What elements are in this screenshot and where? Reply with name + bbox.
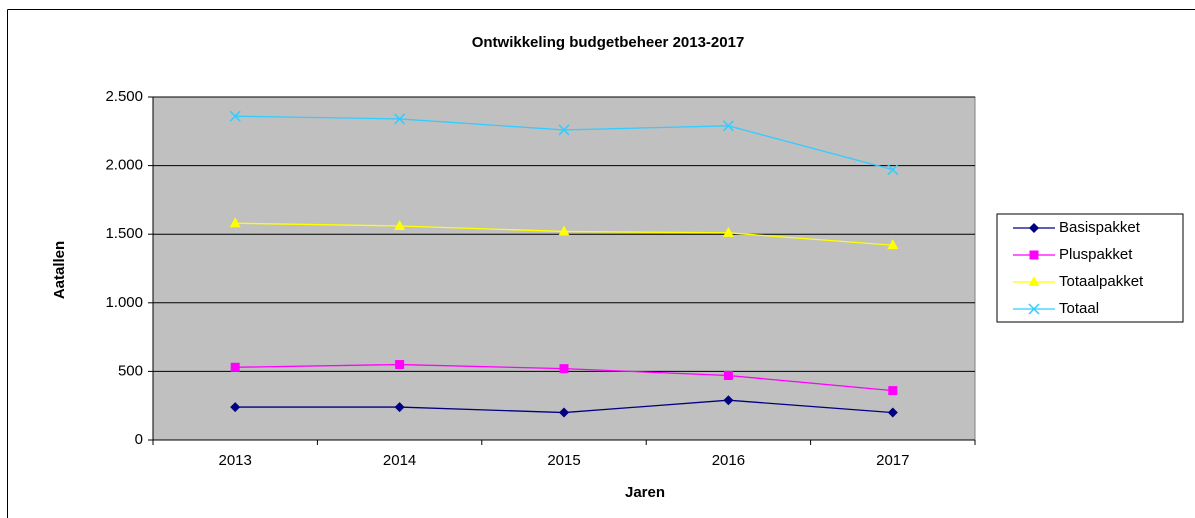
- point-marker: [229, 217, 241, 228]
- legend-marker: [1028, 276, 1040, 286]
- point-marker: [722, 120, 734, 132]
- point-marker: [558, 124, 570, 136]
- point-marker: [723, 371, 733, 381]
- x-tick-label: 2014: [383, 452, 416, 469]
- chart-title: Ontwikkeling budgetbeheer 2013-2017: [472, 34, 745, 51]
- point-marker: [887, 407, 898, 418]
- legend-label: Totaalpakket: [1059, 273, 1144, 290]
- point-marker: [395, 360, 405, 370]
- point-marker: [558, 225, 570, 236]
- point-marker: [394, 402, 405, 413]
- legend-label: Basispakket: [1059, 219, 1141, 236]
- plot-area: [152, 96, 976, 441]
- y-tick-label: 2.000: [105, 157, 143, 174]
- legend-marker: [1029, 223, 1039, 233]
- legend-marker: [1028, 303, 1040, 315]
- point-marker: [394, 113, 406, 125]
- point-marker: [887, 239, 899, 250]
- point-marker: [559, 407, 569, 418]
- x-tick-label: 2017: [876, 452, 909, 469]
- y-tick-label: 0: [135, 431, 143, 448]
- y-tick-label: 1.000: [105, 294, 143, 311]
- point-marker: [888, 386, 898, 396]
- y-tick-label: 1.500: [105, 225, 143, 242]
- point-marker: [559, 364, 569, 374]
- point-marker: [394, 219, 406, 230]
- legend-label: Totaal: [1059, 300, 1099, 317]
- x-tick-label: 2013: [219, 452, 252, 469]
- point-marker: [230, 402, 241, 413]
- legend-marker: [1029, 250, 1039, 260]
- point-marker: [887, 164, 899, 176]
- y-tick-label: 500: [118, 362, 143, 379]
- legend-label: Pluspakket: [1059, 246, 1133, 263]
- point-marker: [723, 395, 734, 406]
- y-tick-label: 2.500: [105, 88, 143, 105]
- x-axis-label: Jaren: [625, 484, 665, 501]
- y-axis-label: Aatallen: [51, 241, 68, 299]
- point-marker: [229, 110, 241, 122]
- point-marker: [230, 362, 240, 372]
- point-marker: [722, 226, 734, 237]
- x-tick-label: 2015: [547, 452, 580, 469]
- legend-box: [996, 213, 1184, 323]
- x-tick-label: 2016: [712, 452, 745, 469]
